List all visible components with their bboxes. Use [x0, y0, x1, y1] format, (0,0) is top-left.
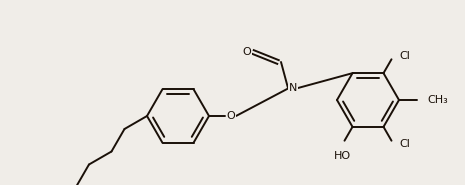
Text: N: N: [289, 83, 297, 93]
Text: Cl: Cl: [399, 139, 411, 149]
Text: HO: HO: [334, 151, 351, 161]
Text: CH₃: CH₃: [427, 95, 448, 105]
Text: Cl: Cl: [399, 51, 411, 61]
Text: O: O: [243, 47, 252, 57]
Text: O: O: [226, 111, 235, 121]
